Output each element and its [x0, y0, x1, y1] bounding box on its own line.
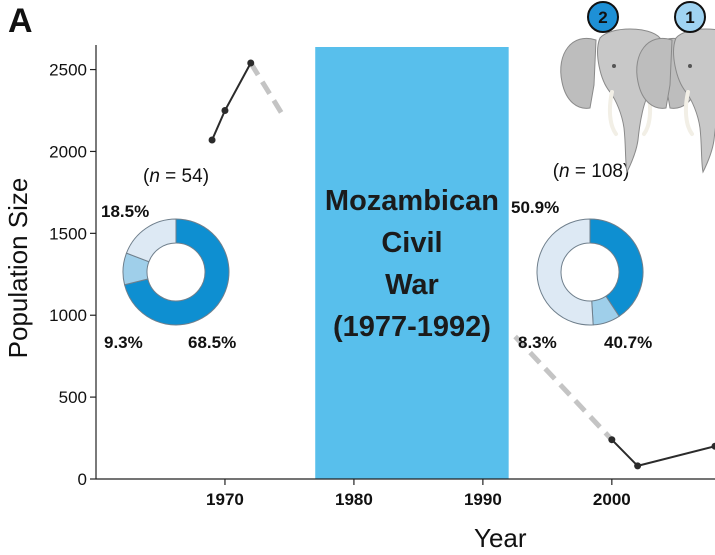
donut-2-label-one-tusk: 8.3%	[518, 333, 557, 352]
data-point	[608, 436, 615, 443]
x-tick-label: 1990	[464, 490, 502, 509]
war-label-line-3: War	[385, 269, 439, 301]
data-point	[634, 462, 641, 469]
data-point	[221, 107, 228, 114]
panel-label: A	[8, 2, 33, 40]
data-point	[209, 136, 216, 143]
y-tick-label: 1000	[49, 306, 87, 325]
x-tick-label: 2000	[593, 490, 631, 509]
donut-1-label-one-tusk: 9.3%	[104, 333, 143, 352]
donut-2-n-label: (n = 108)	[553, 161, 630, 182]
badge-2-label: 2	[598, 8, 607, 27]
data-point	[712, 443, 715, 450]
war-label-line-1: Mozambican	[325, 185, 499, 217]
y-tick-label: 2500	[49, 61, 87, 80]
series-line	[612, 440, 715, 466]
war-label-line-2: Civil	[381, 227, 442, 259]
data-point	[247, 60, 254, 67]
x-ticks: 1970 1980 1990 2000	[206, 479, 631, 509]
war-label-line-4: (1977-1992)	[333, 311, 491, 343]
donut-2-label-tuskless: 50.9%	[511, 198, 559, 217]
civil-war-band	[315, 47, 508, 479]
donut-chart-1	[123, 219, 229, 325]
donut-1-label-tusked: 68.5%	[188, 333, 236, 352]
donut-2-n-value: 108	[591, 161, 623, 182]
y-tick-label: 1500	[49, 224, 87, 243]
x-tick-label: 1980	[335, 490, 373, 509]
donut-1-label-tuskless: 18.5%	[101, 202, 149, 221]
x-axis-title: Year	[474, 523, 527, 550]
y-axis-title: Population Size	[3, 178, 33, 359]
y-tick-label: 500	[59, 388, 87, 407]
y-tick-label: 0	[78, 470, 87, 489]
donut-2-label-tusked: 40.7%	[604, 333, 652, 352]
donut-chart-2	[537, 219, 643, 325]
donut-1-n-value: 54	[182, 166, 204, 187]
series-line	[212, 63, 251, 140]
gap-segment	[251, 63, 283, 115]
donut-slice-tuskless	[537, 219, 593, 325]
badge-1-label: 1	[685, 8, 694, 27]
x-tick-label: 1970	[206, 490, 244, 509]
badge-1: 1	[675, 2, 705, 32]
donut-1-n-label: (n = 54)	[143, 166, 209, 187]
y-tick-label: 2000	[49, 142, 87, 161]
y-ticks: 0 500 1000 1500 2000 2500	[49, 61, 96, 489]
donut-slice-tuskless	[126, 219, 176, 262]
badge-2: 2	[588, 2, 618, 32]
